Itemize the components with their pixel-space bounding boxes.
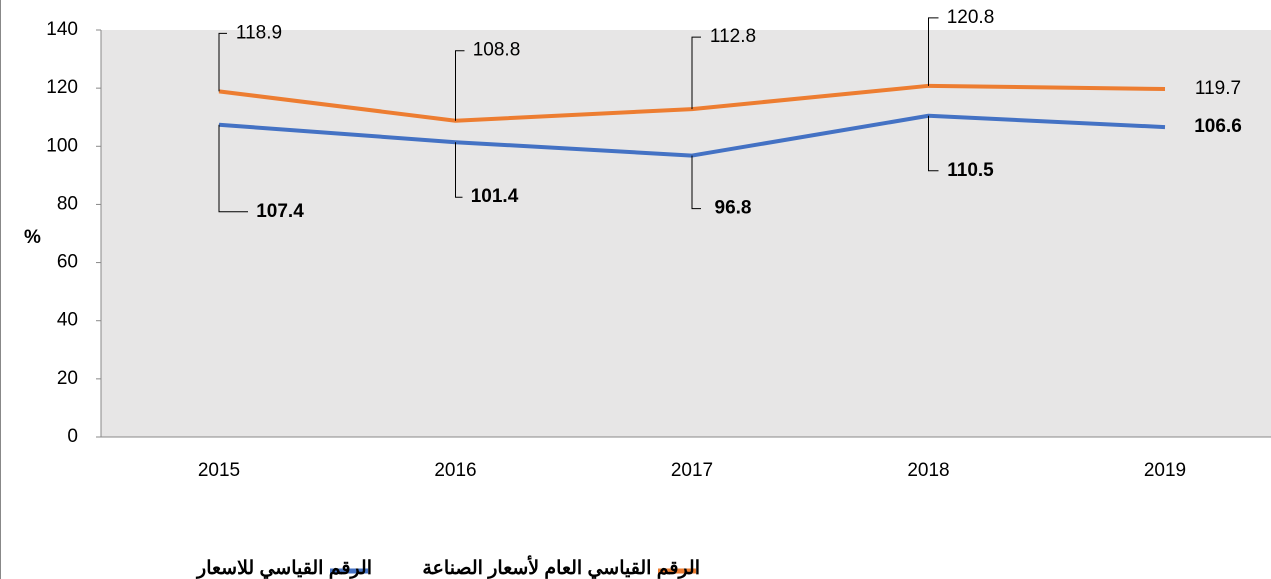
data-label: 108.8 <box>473 40 521 61</box>
data-label: 120.8 <box>947 7 995 28</box>
x-tick-label: 2019 <box>1144 460 1186 481</box>
data-label: 106.6 <box>1194 116 1242 137</box>
y-tick-label: 80 <box>57 193 78 214</box>
data-label: 96.8 <box>715 198 752 219</box>
leader-line <box>218 124 248 213</box>
leader-line <box>691 155 701 210</box>
x-tick-label: 2018 <box>907 460 949 481</box>
plot-area <box>101 30 1271 437</box>
y-tick-label: 0 <box>67 426 78 447</box>
x-tick-label: 2015 <box>198 460 240 481</box>
leader-line <box>455 142 463 198</box>
y-tick-label: 140 <box>46 19 78 40</box>
y-tick-label: 20 <box>57 368 78 389</box>
data-label: 118.9 <box>236 22 282 43</box>
data-label: 112.8 <box>710 26 756 47</box>
data-label: 119.7 <box>1195 78 1241 99</box>
y-tick-label: 40 <box>57 310 78 331</box>
leader-line <box>455 50 465 121</box>
leader-line <box>218 32 227 92</box>
leader-line <box>928 17 939 86</box>
data-label: 107.4 <box>256 201 304 222</box>
y-axis-label: % <box>24 227 41 248</box>
data-label: 110.5 <box>947 160 994 181</box>
data-label: 101.4 <box>471 186 519 207</box>
y-tick-label: 60 <box>57 252 78 273</box>
x-tick-label: 2017 <box>671 460 713 481</box>
y-tick-label: 120 <box>46 77 78 98</box>
x-tick-label: 2016 <box>434 460 476 481</box>
legend-label: الرقم القياسي للاسعار <box>195 558 372 579</box>
legend-label: الرقم القياسي العام لأسعار الصناعة <box>422 555 700 579</box>
leader-line <box>928 115 939 172</box>
leader-line <box>691 36 701 110</box>
y-tick-label: 100 <box>46 135 78 156</box>
